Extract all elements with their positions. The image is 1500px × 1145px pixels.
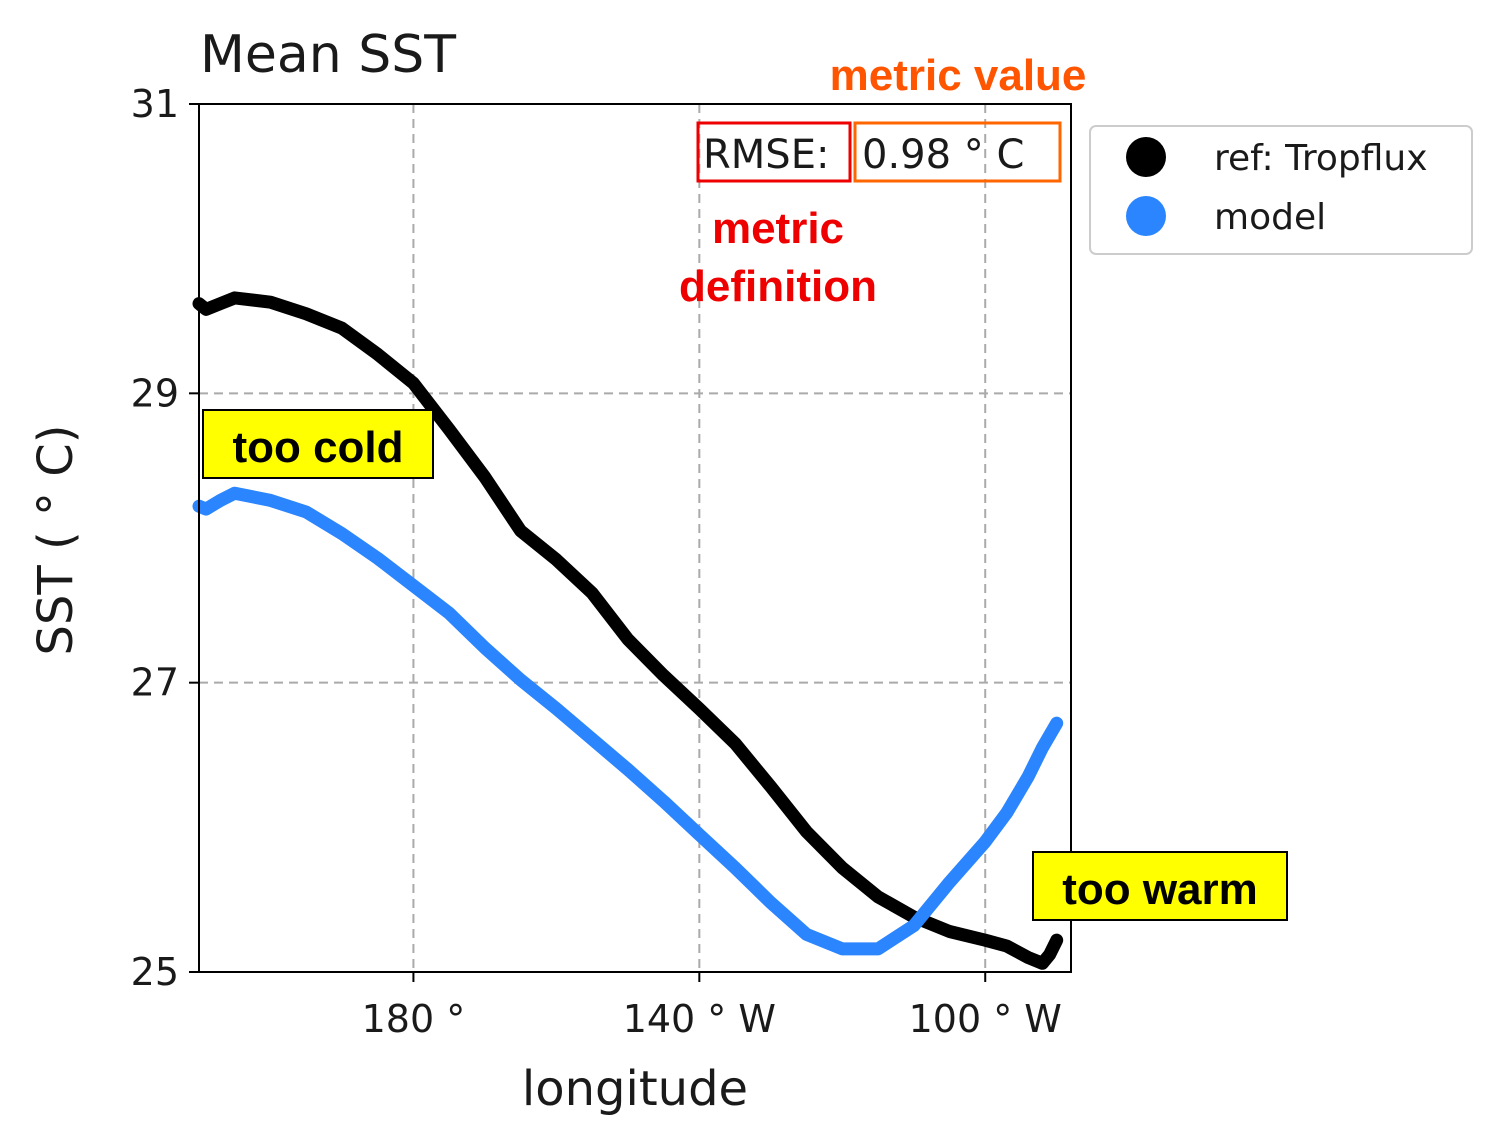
legend-label-ref: ref: Tropflux <box>1214 138 1428 179</box>
x-tick-label: 140 ° W <box>623 997 776 1041</box>
x-tick-label: 100 ° W <box>909 997 1062 1041</box>
plot-frame <box>198 103 1072 973</box>
metric-definition-annotation-line2: definition <box>679 262 877 311</box>
grid-lines <box>199 104 1071 972</box>
x-axis-label: longitude <box>522 1061 748 1117</box>
too-cold-callout <box>202 409 434 479</box>
metric-definition-box <box>696 121 852 183</box>
y-tick-label: 27 <box>131 661 179 705</box>
legend: ref: Tropflux model <box>1089 125 1473 255</box>
metric-definition-annotation-line1: metric <box>712 204 844 253</box>
metric-value: 0.98 ° C <box>862 132 1024 178</box>
legend-label-model: model <box>1214 197 1326 238</box>
legend-marker-model <box>1126 196 1166 236</box>
series-lines <box>192 291 1064 970</box>
series-line-model <box>192 486 1064 956</box>
too-warm-label: too warm <box>1062 865 1258 914</box>
axis-ticks: 180 ° 140 ° W 100 ° W 25 27 29 31 <box>131 82 1062 1041</box>
chart-title: Mean SST <box>200 25 456 85</box>
y-axis-label: SST ( ° C) <box>28 425 84 656</box>
y-tick-label: 25 <box>131 950 179 994</box>
series-line-ref-tropflux <box>192 291 1064 970</box>
metric-value-box <box>853 121 1062 183</box>
metric-definition: RMSE: <box>703 132 829 178</box>
legend-marker-ref <box>1126 137 1166 177</box>
legend-frame <box>1089 125 1473 255</box>
too-warm-callout <box>1032 851 1288 921</box>
y-tick-label: 31 <box>131 82 179 126</box>
metric-value-annotation: metric value <box>830 51 1087 100</box>
x-tick-label: 180 ° <box>362 997 466 1041</box>
too-cold-label: too cold <box>232 423 403 472</box>
y-tick-label: 29 <box>131 371 179 415</box>
